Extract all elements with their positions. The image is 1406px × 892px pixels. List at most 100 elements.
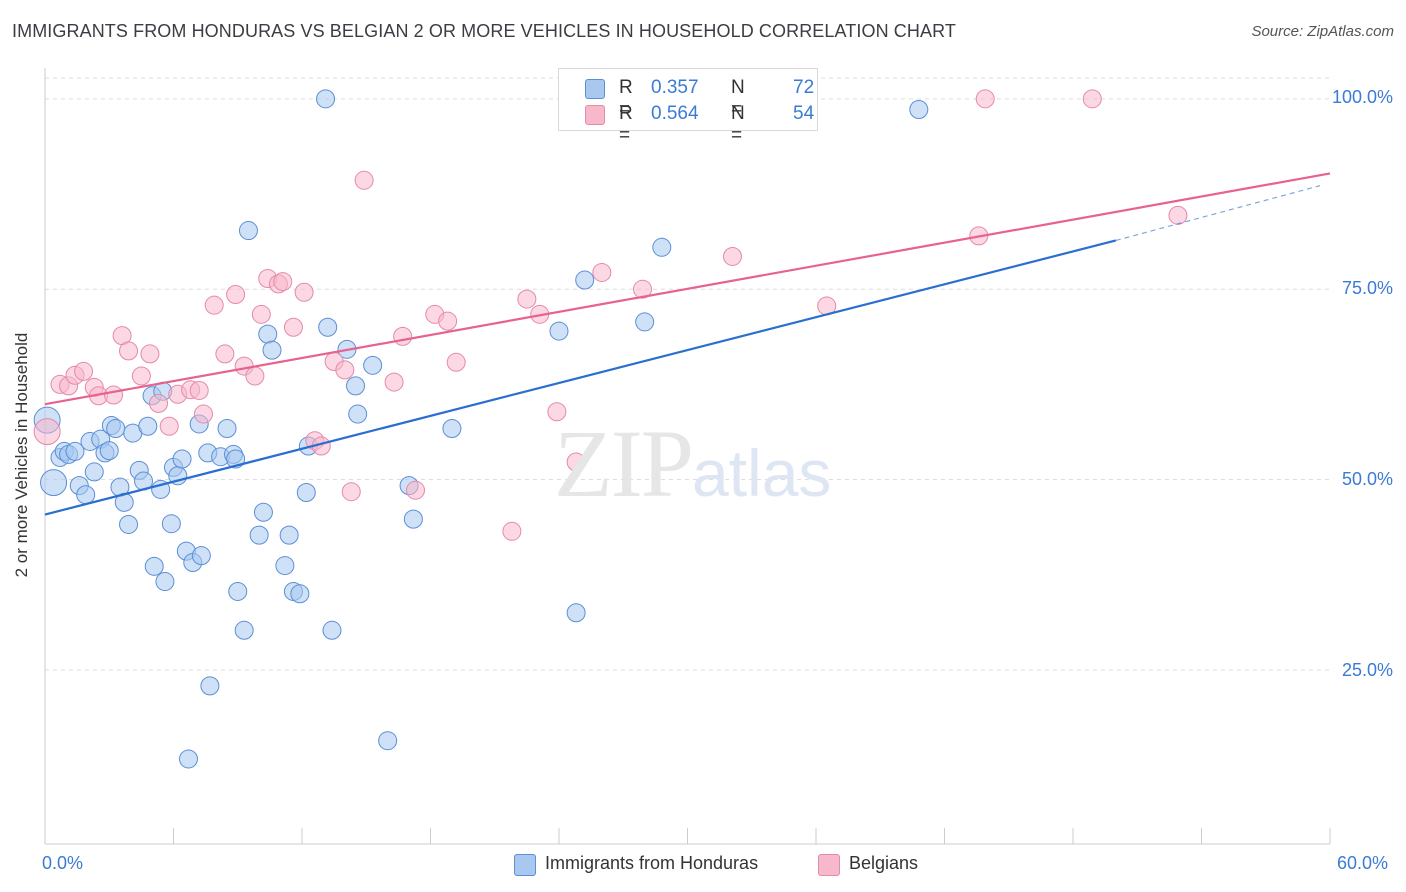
honduras-trend-line: [44, 239, 1117, 516]
belgians-point: [140, 344, 160, 364]
honduras-point: [138, 416, 158, 436]
honduras-point: [318, 317, 338, 337]
honduras-point: [346, 376, 366, 396]
honduras-point: [155, 572, 175, 592]
bottom-legend-swatch-honduras: [514, 854, 536, 876]
belgians-point: [33, 418, 61, 446]
honduras-point: [316, 89, 336, 109]
legend-n-value: 54: [793, 103, 815, 124]
belgians-point: [517, 289, 537, 309]
watermark-zip: ZIP: [554, 410, 694, 517]
bottom-legend-swatch-belgians: [818, 854, 840, 876]
belgians-point: [245, 366, 265, 386]
source-label: Source: ZipAtlas.com: [1251, 23, 1394, 40]
legend-swatch-belgians: [585, 105, 605, 125]
legend-r-value: 0.357: [651, 77, 699, 98]
axes: [44, 68, 1331, 845]
belgians-point: [119, 341, 139, 361]
belgians-point: [975, 89, 995, 109]
watermark: ZIPatlas: [554, 408, 831, 519]
honduras-point: [442, 419, 462, 439]
y-tick-label-25: 25.0%: [1341, 660, 1393, 680]
belgians-point: [446, 352, 466, 372]
belgians-point: [104, 385, 124, 405]
honduras-point: [172, 449, 192, 469]
honduras-point: [403, 509, 423, 529]
watermark-atlas: atlas: [692, 436, 832, 510]
legend-swatch-honduras: [585, 79, 605, 99]
belgians-point: [273, 272, 293, 292]
honduras-point: [348, 404, 368, 424]
honduras-point: [296, 482, 316, 502]
belgians-point: [193, 404, 213, 424]
honduras-points: [33, 89, 929, 769]
honduras-point: [228, 581, 248, 601]
legend-r-value: 0.564: [651, 103, 699, 124]
legend-r-label: R =: [619, 77, 633, 120]
honduras-point: [106, 419, 126, 439]
belgians-point: [131, 366, 151, 386]
honduras-point: [909, 100, 929, 120]
x-tick-label-max: 60.0%: [1337, 853, 1389, 873]
belgians-point: [215, 344, 235, 364]
honduras-point: [161, 514, 181, 534]
legend-r-label: R =: [619, 103, 633, 146]
belgians-point: [294, 282, 314, 302]
belgians-points: [33, 89, 1188, 541]
belgians-point: [335, 360, 355, 380]
y-axis-label: 2 or more Vehicles in Household: [12, 332, 31, 578]
bottom-legend-label-honduras: Immigrants from Honduras: [545, 853, 759, 873]
belgians-point: [566, 452, 586, 472]
y-tick-label-75: 75.0%: [1341, 278, 1393, 298]
honduras-point: [363, 355, 383, 375]
belgians-point: [438, 311, 458, 331]
gridlines: [45, 77, 1330, 671]
belgians-point: [502, 521, 522, 541]
belgians-point: [74, 361, 94, 381]
belgians-point: [547, 402, 567, 422]
trend-lines: [44, 172, 1331, 516]
belgians-point: [149, 393, 169, 413]
stats-legend: R = 0.357 N = 72 R = 0.564 N = 54: [558, 68, 818, 146]
honduras-point: [322, 620, 342, 640]
belgians-point: [341, 482, 361, 502]
legend-n-label: N =: [731, 77, 745, 120]
honduras-point: [84, 462, 104, 482]
belgians-point: [1168, 205, 1188, 225]
honduras-point: [178, 749, 198, 769]
belgians-point: [592, 262, 612, 282]
belgians-point: [393, 326, 413, 346]
honduras-point: [217, 419, 237, 439]
belgians-point: [189, 380, 209, 400]
honduras-point: [635, 312, 655, 332]
belgians-point: [406, 480, 426, 500]
belgians-point: [384, 372, 404, 392]
belgians-point: [1082, 89, 1102, 109]
honduras-point: [566, 603, 586, 623]
honduras-point: [279, 525, 299, 545]
honduras-point: [119, 514, 139, 534]
belgians-point: [159, 416, 179, 436]
honduras-point: [652, 237, 672, 257]
belgians-trend-line: [44, 172, 1331, 406]
honduras-point: [249, 525, 269, 545]
honduras-point: [290, 584, 310, 604]
honduras-point: [226, 449, 246, 469]
chart-title: IMMIGRANTS FROM HONDURAS VS BELGIAN 2 OR…: [12, 21, 956, 41]
belgians-point: [251, 304, 271, 324]
y-tick-label-50: 50.0%: [1341, 469, 1393, 489]
honduras-point: [144, 556, 164, 576]
honduras-point: [76, 485, 96, 505]
honduras-point: [549, 321, 569, 341]
x-tick-label-min: 0.0%: [42, 853, 84, 873]
belgians-point: [722, 246, 742, 266]
belgians-point: [204, 295, 224, 315]
honduras-point: [234, 620, 254, 640]
honduras-point: [238, 221, 258, 241]
honduras-point: [200, 676, 220, 696]
honduras-point: [99, 441, 119, 461]
honduras-point: [378, 731, 398, 751]
honduras-point: [253, 502, 273, 522]
belgians-point: [633, 279, 653, 299]
